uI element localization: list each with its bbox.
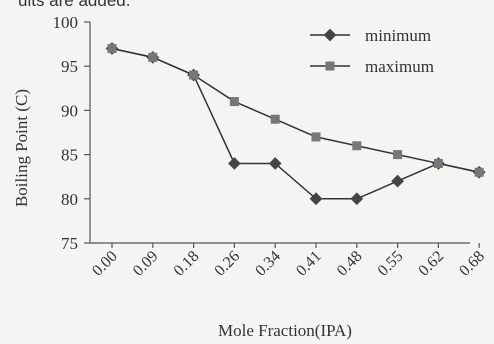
x-tick-label: 0.68 [456, 248, 488, 280]
series-maximum [107, 44, 484, 177]
x-tick-label: 0.34 [252, 248, 284, 280]
x-tick-label: 0.55 [375, 248, 407, 280]
data-point-maximum [393, 150, 403, 160]
data-point-maximum [311, 132, 321, 142]
series-layer [105, 42, 486, 206]
x-tick-label: 0.00 [89, 248, 121, 280]
legend-label-minimum: minimum [365, 26, 431, 45]
legend-marker-maximum [325, 61, 335, 71]
data-point-maximum [270, 114, 280, 124]
y-tick-label: 100 [53, 13, 79, 32]
data-point-maximum [352, 141, 362, 151]
data-point-maximum [229, 97, 239, 107]
y-tick-label: 85 [61, 146, 78, 165]
series-line-maximum [111, 47, 480, 174]
y-tick-label: 75 [61, 234, 78, 253]
top-cropped-text: ults are added. [18, 0, 130, 10]
y-axis-label: Boiling Point (C) [12, 89, 31, 207]
x-tick-label: 0.09 [130, 248, 162, 280]
axes [89, 22, 470, 244]
y-axis-ticks: 75 80 85 90 95 100 [53, 13, 90, 253]
data-point-maximum [148, 52, 158, 62]
data-point-minimum [268, 157, 282, 170]
x-tick-label: 0.18 [171, 248, 203, 280]
x-tick-label: 0.48 [334, 248, 366, 280]
data-point-minimum [350, 192, 364, 206]
legend-label-maximum: maximum [365, 57, 434, 76]
y-tick-label: 90 [61, 101, 78, 120]
legend-marker-minimum [323, 28, 337, 42]
legend: minimum maximum [310, 26, 434, 76]
y-tick-label: 95 [61, 57, 78, 76]
data-point-maximum [433, 158, 443, 168]
data-point-maximum [189, 70, 199, 80]
data-point-minimum [391, 174, 404, 188]
x-tick-label: 0.26 [211, 248, 243, 280]
x-tick-label: 0.41 [293, 248, 325, 280]
x-axis-ticks: 0.00 0.09 0.18 0.26 0.34 0.41 0.48 0.55 0.62 0.68 [89, 243, 488, 280]
x-tick-label: 0.62 [415, 248, 447, 280]
data-point-maximum [107, 44, 117, 54]
data-point-maximum [474, 167, 484, 177]
data-point-minimum [228, 157, 241, 170]
x-axis-label: Mole Fraction(IPA) [218, 321, 352, 340]
data-point-minimum [309, 192, 323, 206]
y-tick-label: 80 [61, 190, 78, 209]
